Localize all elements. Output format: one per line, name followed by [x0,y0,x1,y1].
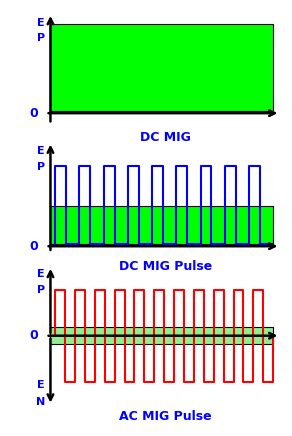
Bar [51,24,273,111]
Text: 0: 0 [30,329,39,342]
Bar [51,327,273,344]
Text: P: P [37,162,45,172]
Text: E: E [37,380,45,390]
Text: AC MIG Pulse: AC MIG Pulse [119,410,212,423]
Text: 0: 0 [30,107,39,119]
Text: E: E [37,17,45,27]
Text: P: P [37,33,45,43]
Bar [51,206,273,244]
Text: E: E [37,269,45,279]
Text: P: P [37,286,45,296]
Text: 0: 0 [30,240,39,253]
Text: N: N [36,397,46,407]
Text: DC MIG: DC MIG [140,131,191,144]
Text: E: E [37,146,45,156]
Text: DC MIG Pulse: DC MIG Pulse [119,260,212,273]
